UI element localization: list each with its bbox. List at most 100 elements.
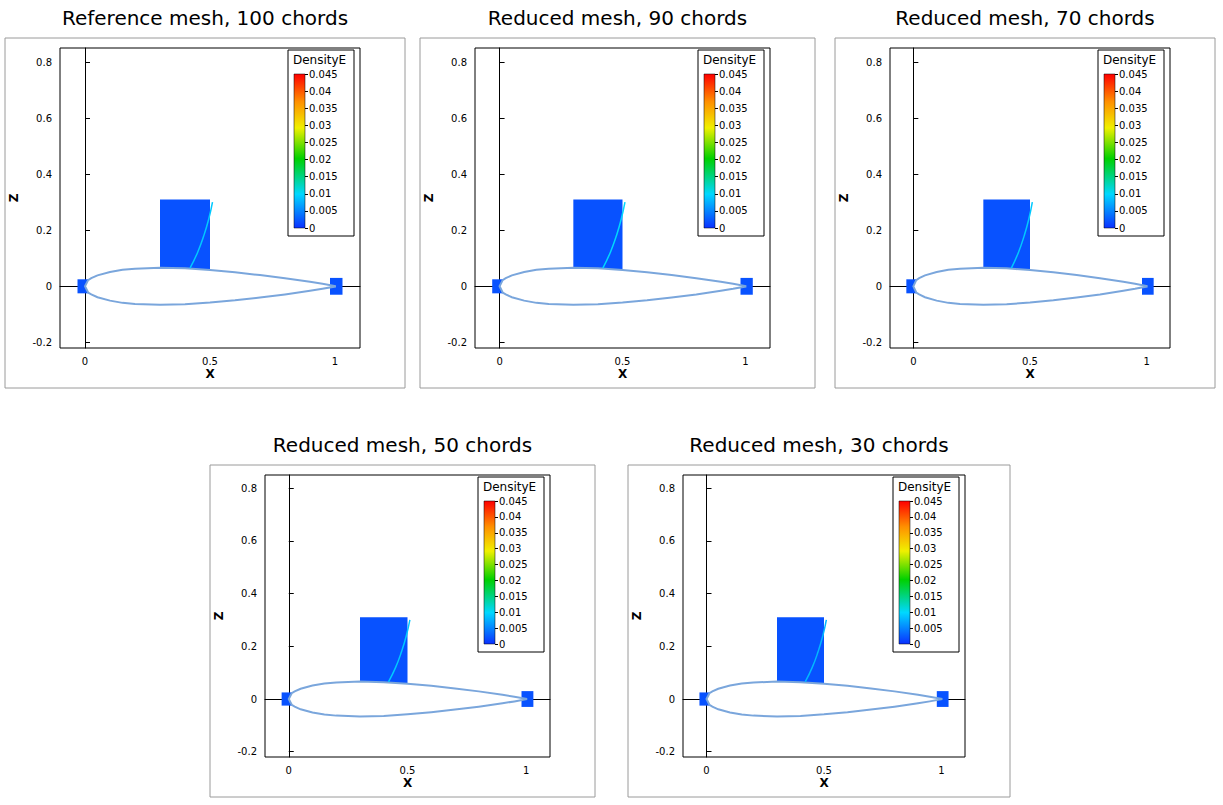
svg-text:0.04: 0.04 xyxy=(499,511,521,522)
svg-text:0.005: 0.005 xyxy=(1119,205,1148,216)
svg-text:0.02: 0.02 xyxy=(499,575,521,586)
svg-text:0.045: 0.045 xyxy=(1119,69,1148,80)
svg-text:Z: Z xyxy=(837,193,851,202)
svg-text:0.035: 0.035 xyxy=(499,527,528,538)
svg-text:0.005: 0.005 xyxy=(719,205,748,216)
svg-text:0.02: 0.02 xyxy=(309,154,331,165)
svg-text:0: 0 xyxy=(703,765,709,776)
svg-text:0.025: 0.025 xyxy=(499,559,528,570)
svg-text:0.2: 0.2 xyxy=(36,225,52,236)
svg-text:0.2: 0.2 xyxy=(659,641,675,652)
svg-text:0.04: 0.04 xyxy=(719,86,741,97)
svg-text:Reduced mesh, 90 chords: Reduced mesh, 90 chords xyxy=(488,6,747,30)
svg-text:0.045: 0.045 xyxy=(309,69,338,80)
svg-text:0.2: 0.2 xyxy=(241,641,257,652)
svg-text:0.01: 0.01 xyxy=(499,607,521,618)
svg-text:0.5: 0.5 xyxy=(400,765,416,776)
svg-text:0.025: 0.025 xyxy=(1119,137,1148,148)
svg-text:0.025: 0.025 xyxy=(914,559,943,570)
svg-text:Z: Z xyxy=(7,193,21,202)
svg-text:DensityE: DensityE xyxy=(703,53,756,67)
svg-text:0.005: 0.005 xyxy=(309,205,338,216)
svg-text:0.4: 0.4 xyxy=(36,169,52,180)
svg-text:0.04: 0.04 xyxy=(914,511,936,522)
svg-text:0: 0 xyxy=(82,356,88,367)
svg-text:0.03: 0.03 xyxy=(914,543,936,554)
svg-text:DensityE: DensityE xyxy=(898,480,951,494)
svg-text:0: 0 xyxy=(914,639,920,650)
svg-text:0.4: 0.4 xyxy=(241,588,257,599)
svg-text:0.035: 0.035 xyxy=(914,527,943,538)
svg-text:0.01: 0.01 xyxy=(1119,188,1141,199)
svg-text:0.025: 0.025 xyxy=(719,137,748,148)
svg-text:0.025: 0.025 xyxy=(309,137,338,148)
svg-text:0.5: 0.5 xyxy=(816,765,832,776)
svg-text:0.015: 0.015 xyxy=(719,171,748,182)
svg-text:0.005: 0.005 xyxy=(499,623,528,634)
svg-text:0.04: 0.04 xyxy=(309,86,331,97)
svg-text:0.015: 0.015 xyxy=(914,591,943,602)
svg-text:DensityE: DensityE xyxy=(293,53,346,67)
svg-text:0.2: 0.2 xyxy=(451,225,467,236)
svg-text:0.01: 0.01 xyxy=(719,188,741,199)
svg-text:-0.2: -0.2 xyxy=(655,746,675,757)
svg-text:0.4: 0.4 xyxy=(659,588,675,599)
svg-text:0.015: 0.015 xyxy=(309,171,338,182)
svg-text:0.5: 0.5 xyxy=(202,356,218,367)
svg-text:0: 0 xyxy=(46,281,52,292)
svg-text:0.035: 0.035 xyxy=(1119,103,1148,114)
svg-text:0.6: 0.6 xyxy=(866,113,882,124)
svg-text:DensityE: DensityE xyxy=(483,480,536,494)
svg-text:0.02: 0.02 xyxy=(719,154,741,165)
svg-text:0.4: 0.4 xyxy=(451,169,467,180)
svg-text:0.01: 0.01 xyxy=(914,607,936,618)
svg-text:1: 1 xyxy=(938,765,944,776)
svg-text:0: 0 xyxy=(496,356,502,367)
svg-text:Reduced mesh, 50 chords: Reduced mesh, 50 chords xyxy=(273,433,532,457)
svg-text:0.015: 0.015 xyxy=(1119,171,1148,182)
svg-text:X: X xyxy=(205,367,215,381)
svg-text:0.4: 0.4 xyxy=(866,169,882,180)
svg-text:0.03: 0.03 xyxy=(719,120,741,131)
svg-text:0.5: 0.5 xyxy=(1022,356,1038,367)
svg-text:0.02: 0.02 xyxy=(1119,154,1141,165)
svg-text:1: 1 xyxy=(1143,356,1149,367)
svg-text:1: 1 xyxy=(523,765,529,776)
svg-text:0.03: 0.03 xyxy=(499,543,521,554)
svg-text:0.6: 0.6 xyxy=(241,535,257,546)
svg-text:0: 0 xyxy=(499,639,505,650)
svg-text:0.8: 0.8 xyxy=(866,57,882,68)
svg-text:0.03: 0.03 xyxy=(1119,120,1141,131)
svg-text:1: 1 xyxy=(332,356,338,367)
svg-text:0.005: 0.005 xyxy=(914,623,943,634)
svg-text:0.045: 0.045 xyxy=(914,496,943,507)
svg-text:-0.2: -0.2 xyxy=(237,746,257,757)
svg-text:0.045: 0.045 xyxy=(719,69,748,80)
svg-text:Z: Z xyxy=(422,193,436,202)
svg-text:1: 1 xyxy=(742,356,748,367)
svg-text:0: 0 xyxy=(309,223,315,234)
svg-text:0.8: 0.8 xyxy=(451,57,467,68)
svg-text:0: 0 xyxy=(286,765,292,776)
svg-text:0: 0 xyxy=(251,694,257,705)
svg-text:0.03: 0.03 xyxy=(309,120,331,131)
svg-text:0.6: 0.6 xyxy=(659,535,675,546)
svg-text:-0.2: -0.2 xyxy=(862,337,882,348)
svg-text:0.02: 0.02 xyxy=(914,575,936,586)
svg-text:0: 0 xyxy=(719,223,725,234)
svg-text:-0.2: -0.2 xyxy=(32,337,52,348)
svg-text:Z: Z xyxy=(630,611,644,620)
svg-text:0.035: 0.035 xyxy=(309,103,338,114)
svg-text:0: 0 xyxy=(910,356,916,367)
svg-text:0.6: 0.6 xyxy=(36,113,52,124)
svg-text:0.8: 0.8 xyxy=(659,483,675,494)
svg-text:X: X xyxy=(403,776,413,790)
svg-text:0.035: 0.035 xyxy=(719,103,748,114)
svg-text:0.2: 0.2 xyxy=(866,225,882,236)
svg-text:Reference mesh, 100 chords: Reference mesh, 100 chords xyxy=(62,6,348,30)
svg-text:0.04: 0.04 xyxy=(1119,86,1141,97)
svg-text:0.5: 0.5 xyxy=(615,356,631,367)
svg-text:X: X xyxy=(618,367,628,381)
svg-text:0: 0 xyxy=(876,281,882,292)
svg-text:0: 0 xyxy=(461,281,467,292)
